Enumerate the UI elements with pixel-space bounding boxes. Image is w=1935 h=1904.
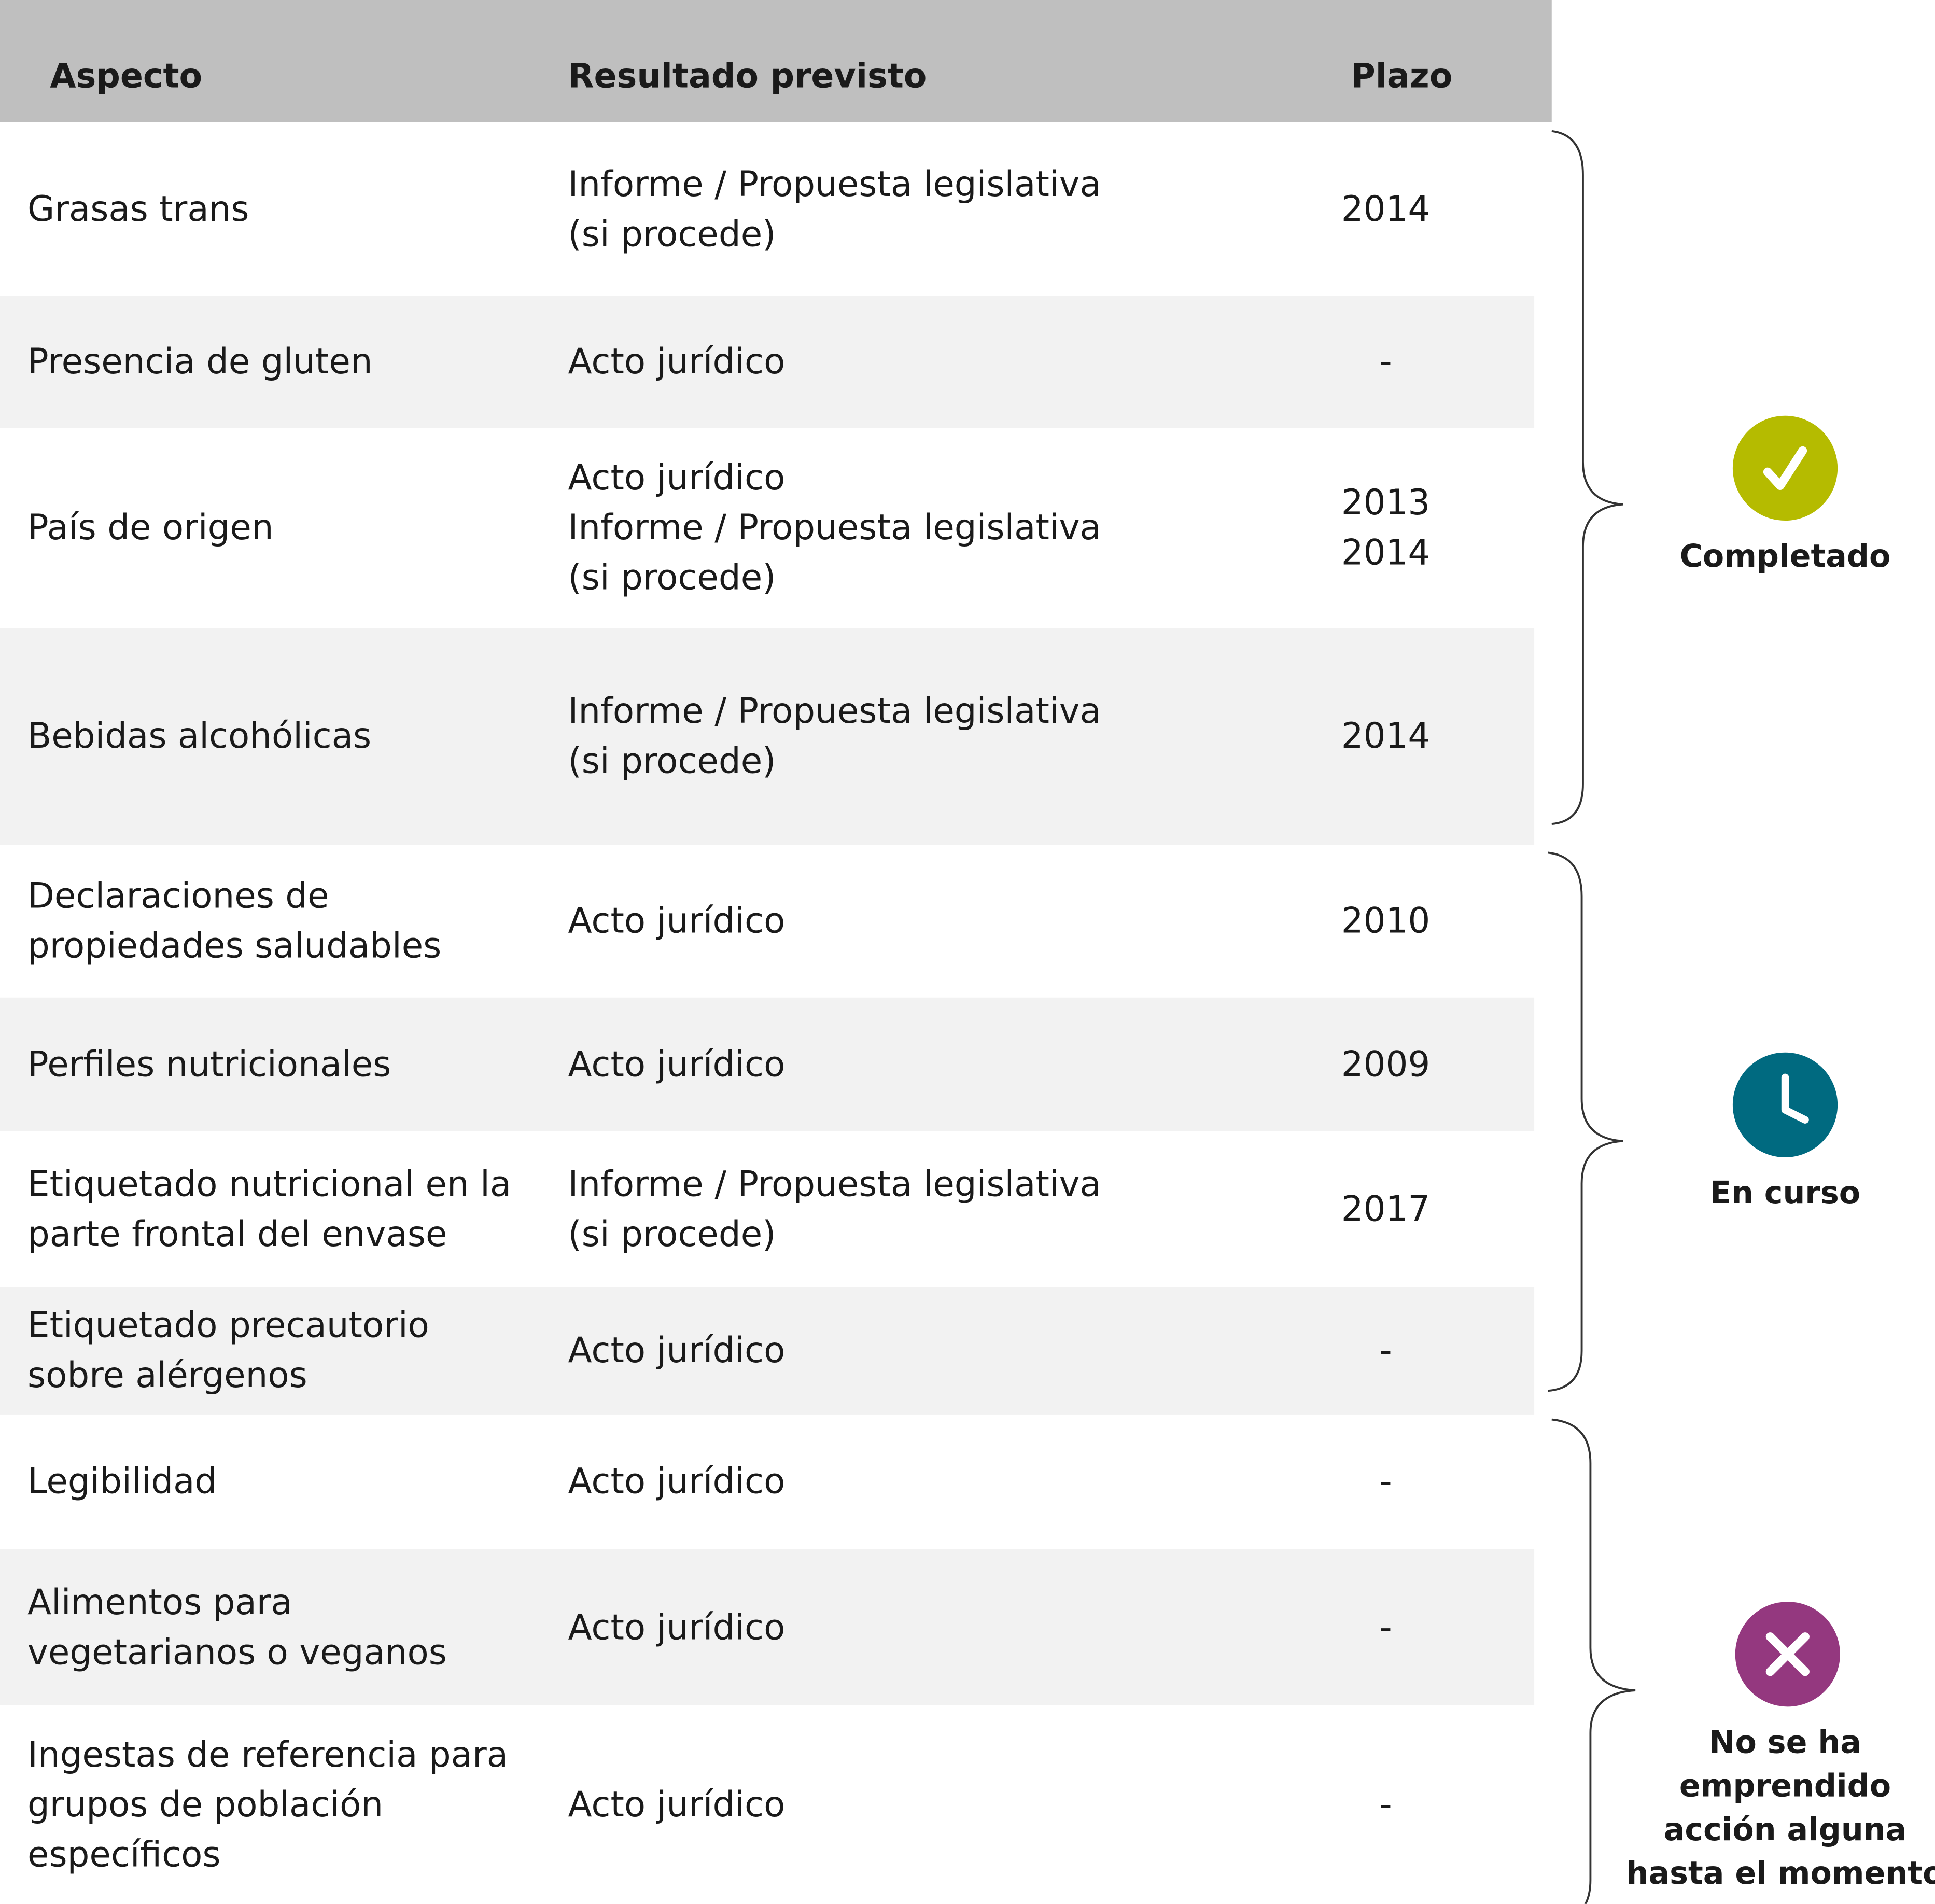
result-cell: Acto jurídico Informe / Propuesta legisl… bbox=[568, 457, 1101, 598]
table-row: Grasas trans Informe / Propuesta legislat… bbox=[0, 122, 1534, 296]
aspect-cell: Etiquetado nutricional en la parte front… bbox=[27, 1163, 512, 1254]
header-aspect: Aspecto bbox=[50, 57, 203, 96]
header-result: Resultado previsto bbox=[568, 57, 927, 96]
deadline-cell: 2014 bbox=[1341, 715, 1431, 757]
result-cell: Informe / Propuesta legislativa (si proc… bbox=[568, 690, 1101, 782]
aspect-cell: Legibilidad bbox=[27, 1461, 217, 1502]
aspect-cell: País de origen bbox=[27, 507, 274, 548]
aspect-cell: Alimentos para vegetarianos o veganos bbox=[27, 1581, 447, 1673]
brace-completed bbox=[1551, 130, 1623, 825]
x-icon bbox=[1735, 1602, 1840, 1707]
result-cell: Acto jurídico bbox=[568, 1783, 786, 1825]
result-cell: Acto jurídico bbox=[568, 1461, 786, 1502]
result-cell: Acto jurídico bbox=[568, 341, 786, 382]
result-cell: Informe / Propuesta legislativa (si proc… bbox=[568, 163, 1101, 254]
brace-not-started bbox=[1551, 1418, 1636, 1904]
deadline-cell: 2017 bbox=[1341, 1187, 1431, 1229]
clock-icon bbox=[1732, 1052, 1838, 1157]
table-row: Alimentos para vegetarianos o veganos Act… bbox=[0, 1549, 1535, 1705]
aspect-cell: Bebidas alcohólicas bbox=[27, 715, 372, 757]
aspect-cell: Perfiles nutricionales bbox=[27, 1043, 391, 1085]
result-cell: Informe / Propuesta legislativa (si proc… bbox=[568, 1163, 1101, 1254]
brace-in-progress bbox=[1548, 851, 1623, 1392]
aspect-cell: Ingestas de referencia para grupos de po… bbox=[27, 1733, 509, 1875]
deadline-cell: - bbox=[1379, 1783, 1392, 1825]
check-icon bbox=[1732, 415, 1838, 521]
result-cell: Acto jurídico bbox=[568, 1606, 786, 1647]
result-cell: Acto jurídico bbox=[568, 1329, 786, 1371]
status-not-started-label: No se ha emprendido acción alguna hasta … bbox=[1626, 1724, 1935, 1892]
table-row: Perfiles nutricionales Acto jurídico 2009 bbox=[0, 997, 1535, 1131]
deadline-cell: 2010 bbox=[1341, 900, 1431, 942]
result-cell: Acto jurídico bbox=[568, 900, 786, 942]
table-header: Aspecto Resultado previsto Plazo bbox=[0, 0, 1552, 122]
table-row: Etiquetado nutricional en la parte front… bbox=[0, 1131, 1534, 1287]
header-deadline: Plazo bbox=[1351, 57, 1453, 96]
table-row: Presencia de gluten Acto jurídico - bbox=[0, 296, 1535, 428]
table-row: Bebidas alcohólicas Informe / Propuesta l… bbox=[0, 628, 1535, 846]
table-row: Declaraciones de propiedades saludables A… bbox=[0, 845, 1534, 998]
deadline-cell: 2014 bbox=[1341, 188, 1431, 229]
result-cell: Acto jurídico bbox=[568, 1043, 786, 1085]
status-completed-label: Completado bbox=[1679, 538, 1891, 575]
deadline-cell: - bbox=[1379, 1606, 1392, 1647]
aspect-cell: Declaraciones de propiedades saludables bbox=[27, 875, 442, 967]
table-row: Legibilidad Acto jurídico - bbox=[0, 1415, 1534, 1549]
aspect-cell: Grasas trans bbox=[27, 188, 249, 229]
deadline-cell: - bbox=[1379, 1329, 1392, 1371]
table-row: Etiquetado precautorio sobre alérgenos Ac… bbox=[0, 1287, 1535, 1415]
aspect-cell: Presencia de gluten bbox=[27, 341, 373, 382]
deadline-cell: - bbox=[1379, 341, 1392, 382]
status-in-progress-label: En curso bbox=[1709, 1174, 1861, 1211]
deadline-cell: 2013 2014 bbox=[1341, 482, 1431, 573]
aspect-cell: Etiquetado precautorio sobre alérgenos bbox=[27, 1305, 429, 1396]
deadline-cell: 2009 bbox=[1341, 1043, 1431, 1085]
deadline-cell: - bbox=[1379, 1461, 1392, 1502]
table-row: País de origen Acto jurídico Informe / Pr… bbox=[0, 428, 1534, 628]
table-row: Ingestas de referencia para grupos de po… bbox=[0, 1705, 1534, 1904]
